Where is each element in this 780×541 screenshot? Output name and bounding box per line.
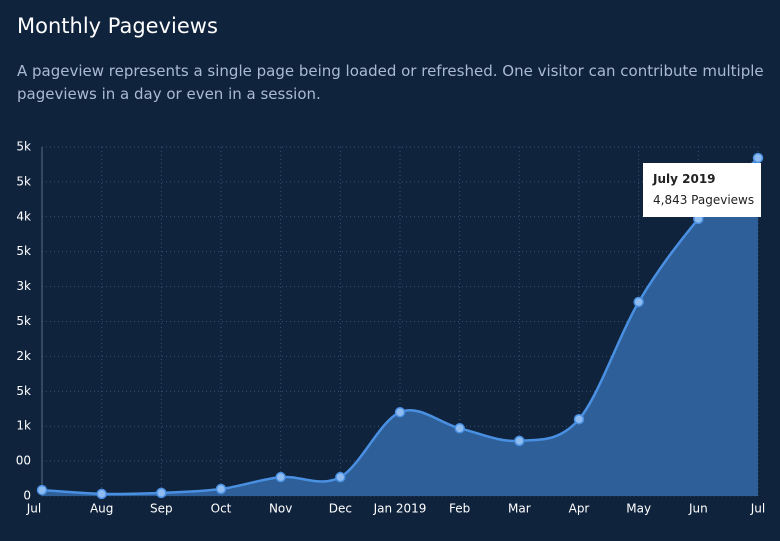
point <box>215 483 227 495</box>
point <box>752 152 764 164</box>
y-tick-label: 2k <box>16 349 31 363</box>
point <box>36 484 48 496</box>
x-tick-label: Jun <box>688 502 708 516</box>
point <box>514 435 525 447</box>
x-tick-label: Nov <box>269 502 292 516</box>
y-tick-label: 5k <box>16 174 31 188</box>
tooltip: July 2019 4,843 Pageviews <box>643 163 761 217</box>
x-tick-label: May <box>626 502 651 516</box>
chart-title: Monthly Pageviews <box>17 14 218 38</box>
x-tick-label: Feb <box>449 502 470 516</box>
point <box>633 296 644 308</box>
y-tick-label: 5k <box>16 314 31 328</box>
y-tick-label: 5k <box>16 244 31 258</box>
y-tick-label: 5k <box>16 140 31 154</box>
x-tick-label: Oct <box>211 502 232 516</box>
x-tick-label: Apr <box>569 502 590 516</box>
line <box>41 157 759 496</box>
x-tick-label: Jan 2019 <box>373 502 427 516</box>
y-tick-label: 00 <box>16 454 31 468</box>
y-tick-label: 5k <box>16 384 31 398</box>
area <box>42 157 758 496</box>
y-tick-label: 3k <box>16 279 31 293</box>
point <box>573 413 585 425</box>
point <box>335 471 346 483</box>
x-tick-label: Aug <box>90 502 113 516</box>
chart-subtitle: A pageview represents a single page bein… <box>17 62 764 103</box>
point <box>394 406 406 418</box>
x-tick-label: Mar <box>508 502 531 516</box>
y-tick-label: 4k <box>16 209 31 223</box>
point <box>275 471 286 483</box>
point <box>96 488 107 500</box>
tooltip-title: July 2019 <box>653 172 716 186</box>
tooltip-text: 4,843 Pageviews <box>653 193 755 207</box>
x-tick-label: Jul <box>26 502 41 516</box>
point <box>156 487 167 499</box>
x-tick-label: Dec <box>329 502 352 516</box>
x-tick-label: Sep <box>150 502 173 516</box>
point <box>454 423 465 434</box>
y-tick-label: 1k <box>16 419 31 433</box>
y-tick-label: 0 <box>23 489 31 503</box>
x-tick-label: Jul <box>750 502 765 516</box>
